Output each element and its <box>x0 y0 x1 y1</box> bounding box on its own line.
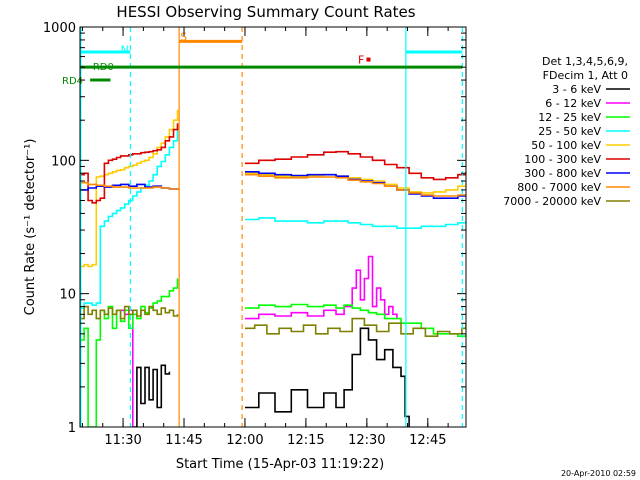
legend-label-8: 7000 - 20000 keV <box>503 195 601 208</box>
legend-header-1: FDecim 1, Att 0 <box>543 69 628 82</box>
y-axis: 1 10 100 1000 <box>43 21 466 436</box>
legend-item-1: 6 - 12 keV <box>545 97 630 110</box>
legend-label-5: 100 - 300 keV <box>524 153 601 166</box>
series-8-segment-1 <box>245 317 466 337</box>
legend-item-7: 800 - 7000 keV <box>517 181 630 194</box>
footer-timestamp: 20-Apr-2010 02:59 <box>561 469 636 478</box>
flag-mark-0 <box>366 57 371 62</box>
legend-label-7: 800 - 7000 keV <box>517 181 601 194</box>
legend-label-0: 3 - 6 keV <box>552 83 601 96</box>
series-2-segment-0 <box>80 278 179 427</box>
flag-letter-2: F <box>358 54 364 67</box>
x-tick-label-3: 12:15 <box>287 433 324 448</box>
series-8-segment-0 <box>80 305 179 320</box>
legend-item-6: 300 - 800 keV <box>524 167 630 180</box>
flag-bar-label-4: RD4 <box>62 76 83 87</box>
x-tick-label-5: 12:45 <box>409 433 446 448</box>
legend-item-5: 100 - 300 keV <box>524 153 630 166</box>
series-0-segment-0 <box>132 364 171 427</box>
x-tick-label-2: 12:00 <box>226 433 263 448</box>
series-7-segment-1 <box>245 173 466 197</box>
series-1-segment-1 <box>245 255 398 320</box>
x-tick-label-1: 11:45 <box>165 433 202 448</box>
plot-frame <box>79 26 467 428</box>
x-tick-label-4: 12:30 <box>348 433 385 448</box>
legend-item-2: 12 - 25 keV <box>538 111 630 124</box>
series-4-segment-1 <box>245 172 466 194</box>
x-tick-label-0: 11:30 <box>104 433 141 448</box>
legend-label-3: 25 - 50 keV <box>538 125 601 138</box>
legend-label-6: 300 - 800 keV <box>524 167 601 180</box>
legend-label-4: 50 - 100 keV <box>531 139 601 152</box>
legend-item-8: 7000 - 20000 keV <box>503 195 630 208</box>
y-tick-label-2: 100 <box>51 154 76 169</box>
legend-header-0: Det 1,3,4,5,6,9, <box>542 55 628 68</box>
flag-layer: RD0 RD4 N S F <box>62 30 463 87</box>
series-7-segment-0 <box>80 181 179 190</box>
x-axis-label: Start Time (15-Apr-03 11:19:22) <box>176 457 384 472</box>
x-axis: 11:30 11:45 12:00 12:15 12:30 12:45 <box>81 27 449 448</box>
y-axis-label: Count Rate (s⁻¹ detector⁻¹) <box>23 139 38 316</box>
flag-letter-1: S <box>180 30 187 43</box>
series-3-segment-0 <box>80 126 179 309</box>
legend-item-4: 50 - 100 keV <box>531 139 630 152</box>
y-tick-label-0: 1 <box>68 421 76 436</box>
flag-bar-label-3: RD0 <box>93 62 114 73</box>
legend-item-0: 3 - 6 keV <box>552 83 630 96</box>
flag-letter-0: N <box>121 43 129 56</box>
series-5-segment-0 <box>80 123 179 204</box>
legend: Det 1,3,4,5,6,9,FDecim 1, Att 03 - 6 keV… <box>503 55 630 208</box>
legend-item-3: 25 - 50 keV <box>538 125 630 138</box>
series-5-segment-1 <box>245 150 466 181</box>
legend-label-2: 12 - 25 keV <box>538 111 601 124</box>
series-layer <box>80 109 466 427</box>
legend-label-1: 6 - 12 keV <box>545 97 601 110</box>
y-tick-label-3: 1000 <box>43 21 76 36</box>
y-tick-label-1: 10 <box>59 288 76 303</box>
vline-layer <box>80 27 463 427</box>
series-2-segment-1 <box>245 303 466 337</box>
series-3-segment-1 <box>245 217 466 229</box>
series-4-segment-0 <box>80 109 179 268</box>
chart-title: HESSI Observing Summary Count Rates <box>116 3 415 21</box>
series-0-segment-1 <box>245 327 410 427</box>
